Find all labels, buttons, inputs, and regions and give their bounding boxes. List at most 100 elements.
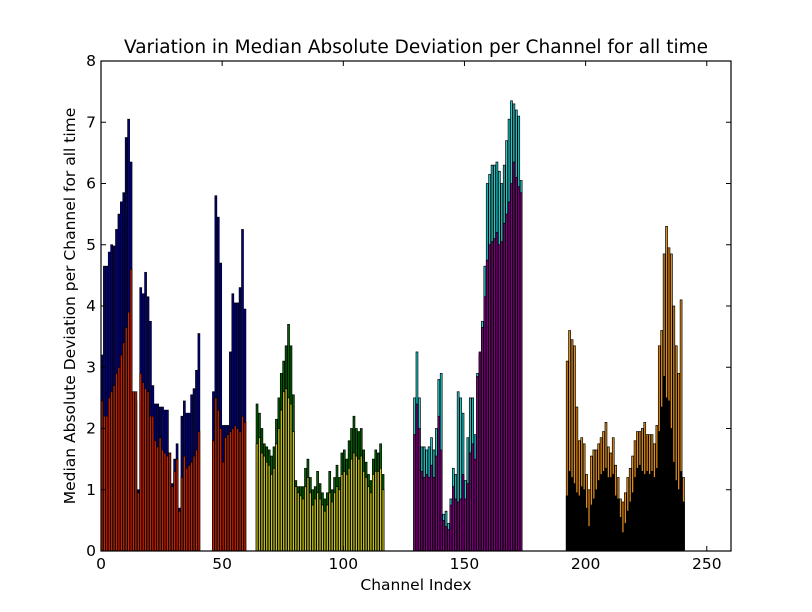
bar (260, 452, 264, 552)
bar (670, 428, 673, 552)
bar (437, 415, 441, 552)
bar (631, 492, 634, 552)
bar (134, 391, 138, 552)
bar (624, 523, 627, 552)
x-tick-label: 250 (692, 555, 722, 573)
bar (124, 327, 128, 552)
bar (621, 532, 625, 552)
bar (195, 449, 198, 552)
bar (444, 526, 448, 552)
bar (640, 471, 644, 552)
bar (122, 342, 126, 552)
bar (151, 415, 155, 552)
bar (420, 471, 424, 552)
bar (212, 440, 215, 552)
chart-title: Variation in Median Absolute Deviation p… (124, 37, 708, 58)
bar (294, 486, 298, 552)
bar (418, 428, 421, 552)
bar (137, 492, 140, 552)
bar (236, 428, 239, 552)
bar (570, 477, 574, 552)
bar (512, 161, 516, 552)
bar (340, 474, 344, 552)
bar (270, 474, 273, 552)
bar (265, 461, 269, 552)
bar (505, 213, 508, 552)
y-tick-label: 8 (86, 52, 96, 70)
bar (607, 477, 610, 552)
y-tick-label: 6 (86, 175, 96, 193)
bar (459, 498, 462, 552)
bar (238, 431, 242, 552)
bar (468, 452, 472, 552)
bar (287, 397, 290, 552)
bar (495, 232, 499, 552)
bar (464, 498, 467, 552)
bar (263, 455, 266, 552)
bar (594, 489, 598, 552)
bar (350, 458, 353, 552)
bar (231, 428, 235, 552)
bar (604, 467, 608, 552)
y-tick-label: 3 (86, 358, 96, 376)
bar (648, 474, 651, 552)
bar (304, 486, 307, 552)
bar (662, 376, 666, 552)
bar (103, 415, 106, 552)
bar (296, 492, 300, 552)
bar (168, 452, 172, 552)
bar (139, 373, 143, 552)
bar (677, 489, 680, 552)
bar (279, 409, 283, 552)
bar (107, 397, 111, 552)
bar (216, 409, 220, 552)
bar (120, 354, 123, 552)
bar (609, 477, 613, 552)
bar (146, 391, 150, 552)
bar (330, 501, 334, 552)
bar (185, 467, 189, 552)
bar (359, 455, 363, 552)
bar-series-9 (565, 376, 685, 552)
bar (335, 486, 339, 552)
bar (326, 504, 329, 552)
x-tick-label: 100 (329, 555, 359, 573)
bar (233, 425, 237, 552)
bar (156, 446, 160, 552)
bar (660, 406, 664, 552)
bar (452, 486, 455, 552)
bar (682, 501, 685, 552)
bar (158, 437, 162, 552)
bar (580, 486, 584, 552)
bar (614, 495, 617, 552)
bar (517, 186, 521, 552)
bar (316, 492, 319, 552)
bar (226, 434, 230, 552)
bar (117, 366, 121, 552)
bar (141, 382, 145, 552)
bar (442, 520, 445, 552)
bar (369, 492, 373, 552)
bar (636, 467, 639, 552)
bar (456, 501, 460, 552)
bar (149, 415, 152, 552)
bar (321, 504, 324, 552)
bar (577, 495, 581, 552)
bar (597, 480, 601, 552)
x-axis-label: Channel Index (360, 576, 471, 594)
bar (488, 244, 491, 552)
bar (372, 474, 375, 552)
y-tick-label: 0 (86, 542, 96, 560)
bar (178, 510, 181, 552)
bar (626, 510, 630, 552)
bar (575, 492, 579, 552)
bar (587, 526, 591, 552)
bar (345, 474, 349, 552)
bar (175, 458, 179, 552)
bar (362, 471, 365, 552)
bar (313, 498, 317, 552)
bar (602, 471, 605, 552)
bar (439, 449, 443, 552)
bar (628, 501, 632, 552)
bar (299, 495, 302, 552)
